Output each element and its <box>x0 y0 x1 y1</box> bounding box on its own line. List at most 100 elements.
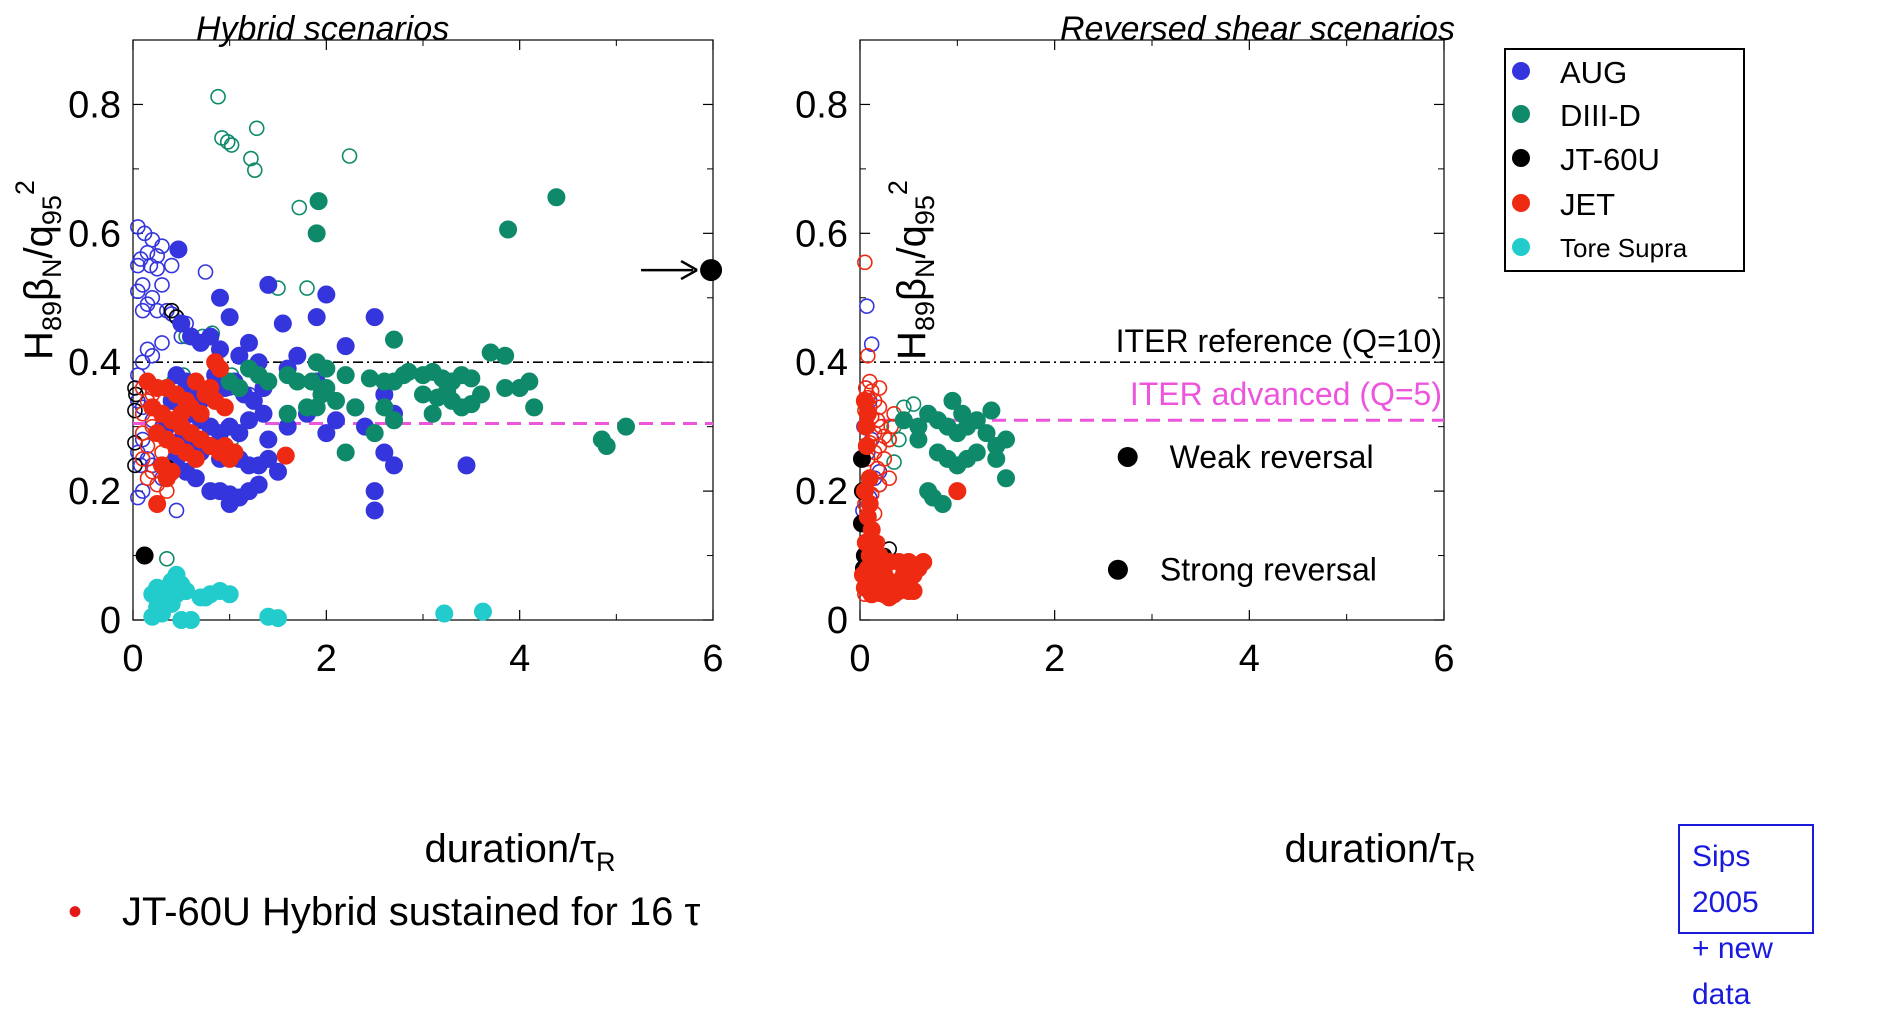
legend-box <box>1504 48 1745 272</box>
legend-marker-aug <box>1512 62 1530 80</box>
point-jt-60u-open <box>127 402 143 419</box>
point-diii-d-filled <box>499 220 518 239</box>
strong-reversal-label: Strong reversal <box>1160 552 1377 588</box>
point-diii-d-filled <box>423 404 442 423</box>
point-aug-filled <box>240 333 258 352</box>
point-diii-d-filled <box>346 398 365 417</box>
point-diii-d-open <box>210 88 226 105</box>
point-diii-d-filled <box>230 379 249 397</box>
point-aug-filled <box>336 337 355 356</box>
point-aug-open <box>197 264 214 280</box>
point-jet-filled <box>172 404 191 423</box>
legend-marker-jt-60u <box>1512 149 1530 167</box>
legend: AUG DIII-D JT-60U JET Tore Supra <box>1504 48 1745 272</box>
point-diii-d-filled <box>462 369 481 388</box>
point-tore-supra-filled <box>182 611 200 629</box>
point-aug-open <box>168 502 185 519</box>
point-diii-d-filled <box>967 443 986 462</box>
point-aug-filled <box>259 275 278 294</box>
point-diii-d-filled <box>336 366 355 385</box>
point-aug-filled <box>385 456 403 475</box>
point-jet-filled <box>860 469 879 488</box>
point-aug-filled <box>259 449 278 468</box>
point-diii-d-open <box>291 199 308 216</box>
point-jet-open <box>139 470 156 487</box>
point-aug-filled <box>186 469 205 488</box>
point-tore-supra-filled <box>473 602 492 621</box>
point-jet-filled <box>865 533 884 552</box>
point-diii-d-filled <box>967 411 986 430</box>
point-jet-filled <box>215 398 234 417</box>
bullet-icon: • <box>68 890 83 934</box>
point-diii-d-filled <box>997 430 1015 449</box>
point-jet-open <box>857 254 873 271</box>
point-aug-filled <box>254 404 273 423</box>
point-diii-d-filled <box>302 372 321 391</box>
source-line-2: + new data <box>1692 932 1773 1011</box>
legend-label-tore-supra: Tore Supra <box>1560 233 1688 263</box>
reversed-shear-panel: Reversed shear scenarios H89βN/q952 dura… <box>795 10 1745 877</box>
point-aug-open <box>149 260 165 277</box>
point-diii-d-filled <box>977 424 996 443</box>
point-diii-d-filled <box>385 411 403 430</box>
point-diii-d-filled <box>317 359 336 378</box>
point-aug-filled <box>365 482 384 501</box>
y-tick-label: 0.4 <box>68 342 121 384</box>
source-citation-box: Sips 2005 + new data <box>1678 824 1814 1011</box>
point-jet-open <box>859 347 876 364</box>
point-diii-d-filled <box>909 430 928 449</box>
point-diii-d-filled <box>385 330 403 349</box>
jt60u-long-pulse-marker <box>700 259 723 282</box>
point-aug-open <box>154 277 170 293</box>
x-tick-label: 0 <box>849 638 870 680</box>
y-tick-label: 0.8 <box>68 84 121 126</box>
legend-label-aug: AUG <box>1560 55 1627 90</box>
point-diii-d-filled <box>997 469 1015 488</box>
point-aug-open <box>130 283 146 300</box>
point-diii-d-filled <box>278 404 297 423</box>
x-tick-label: 4 <box>1239 638 1260 680</box>
point-diii-d-open <box>219 134 236 150</box>
point-diii-d-filled <box>520 372 539 391</box>
point-aug-open <box>134 354 151 371</box>
bullet-note: • JT-60U Hybrid sustained for 16 τ <box>68 890 700 935</box>
point-diii-d-open <box>891 431 907 448</box>
source-line-1: Sips 2005 <box>1692 840 1759 919</box>
point-tore-supra-filled <box>435 604 454 623</box>
point-diii-d-filled <box>943 391 962 410</box>
point-diii-d-filled <box>597 437 616 455</box>
y-tick-label: 0.4 <box>795 342 848 384</box>
arrow-head-icon <box>680 259 698 281</box>
point-jet-filled <box>857 437 876 455</box>
point-diii-d-filled <box>327 391 345 410</box>
point-diii-d-filled <box>336 443 355 462</box>
point-jet-filled <box>858 559 877 578</box>
point-jet-filled <box>211 359 229 378</box>
point-jet-open <box>881 431 898 448</box>
x-tick-label: 2 <box>1044 638 1065 680</box>
point-diii-d-filled <box>365 424 384 443</box>
weak-reversal-label: Weak reversal <box>1170 439 1374 475</box>
y-tick-label: 0.2 <box>68 471 121 513</box>
point-aug-filled <box>230 424 249 443</box>
point-aug-filled <box>365 308 384 327</box>
point-diii-d-filled <box>547 188 566 207</box>
point-aug-filled <box>457 456 476 475</box>
note-text: JT-60U Hybrid sustained for 16 τ <box>122 890 701 934</box>
point-diii-d-filled <box>617 417 635 436</box>
point-jet-open <box>134 451 151 467</box>
point-aug-filled <box>230 346 249 365</box>
point-diii-d-filled <box>307 398 326 417</box>
point-aug-filled <box>317 285 336 304</box>
point-diii-d-open <box>905 396 922 412</box>
point-aug-open <box>130 257 146 274</box>
point-aug-filled <box>201 327 220 346</box>
point-jet-filled <box>186 449 205 468</box>
y-tick-label: 0.6 <box>68 213 121 255</box>
point-jet-filled <box>276 446 295 465</box>
point-aug-filled <box>244 391 263 410</box>
point-jt-60u-filled <box>135 546 154 565</box>
point-aug-filled <box>273 314 292 333</box>
point-diii-d-filled <box>375 398 394 417</box>
point-jet-filled <box>201 379 220 397</box>
